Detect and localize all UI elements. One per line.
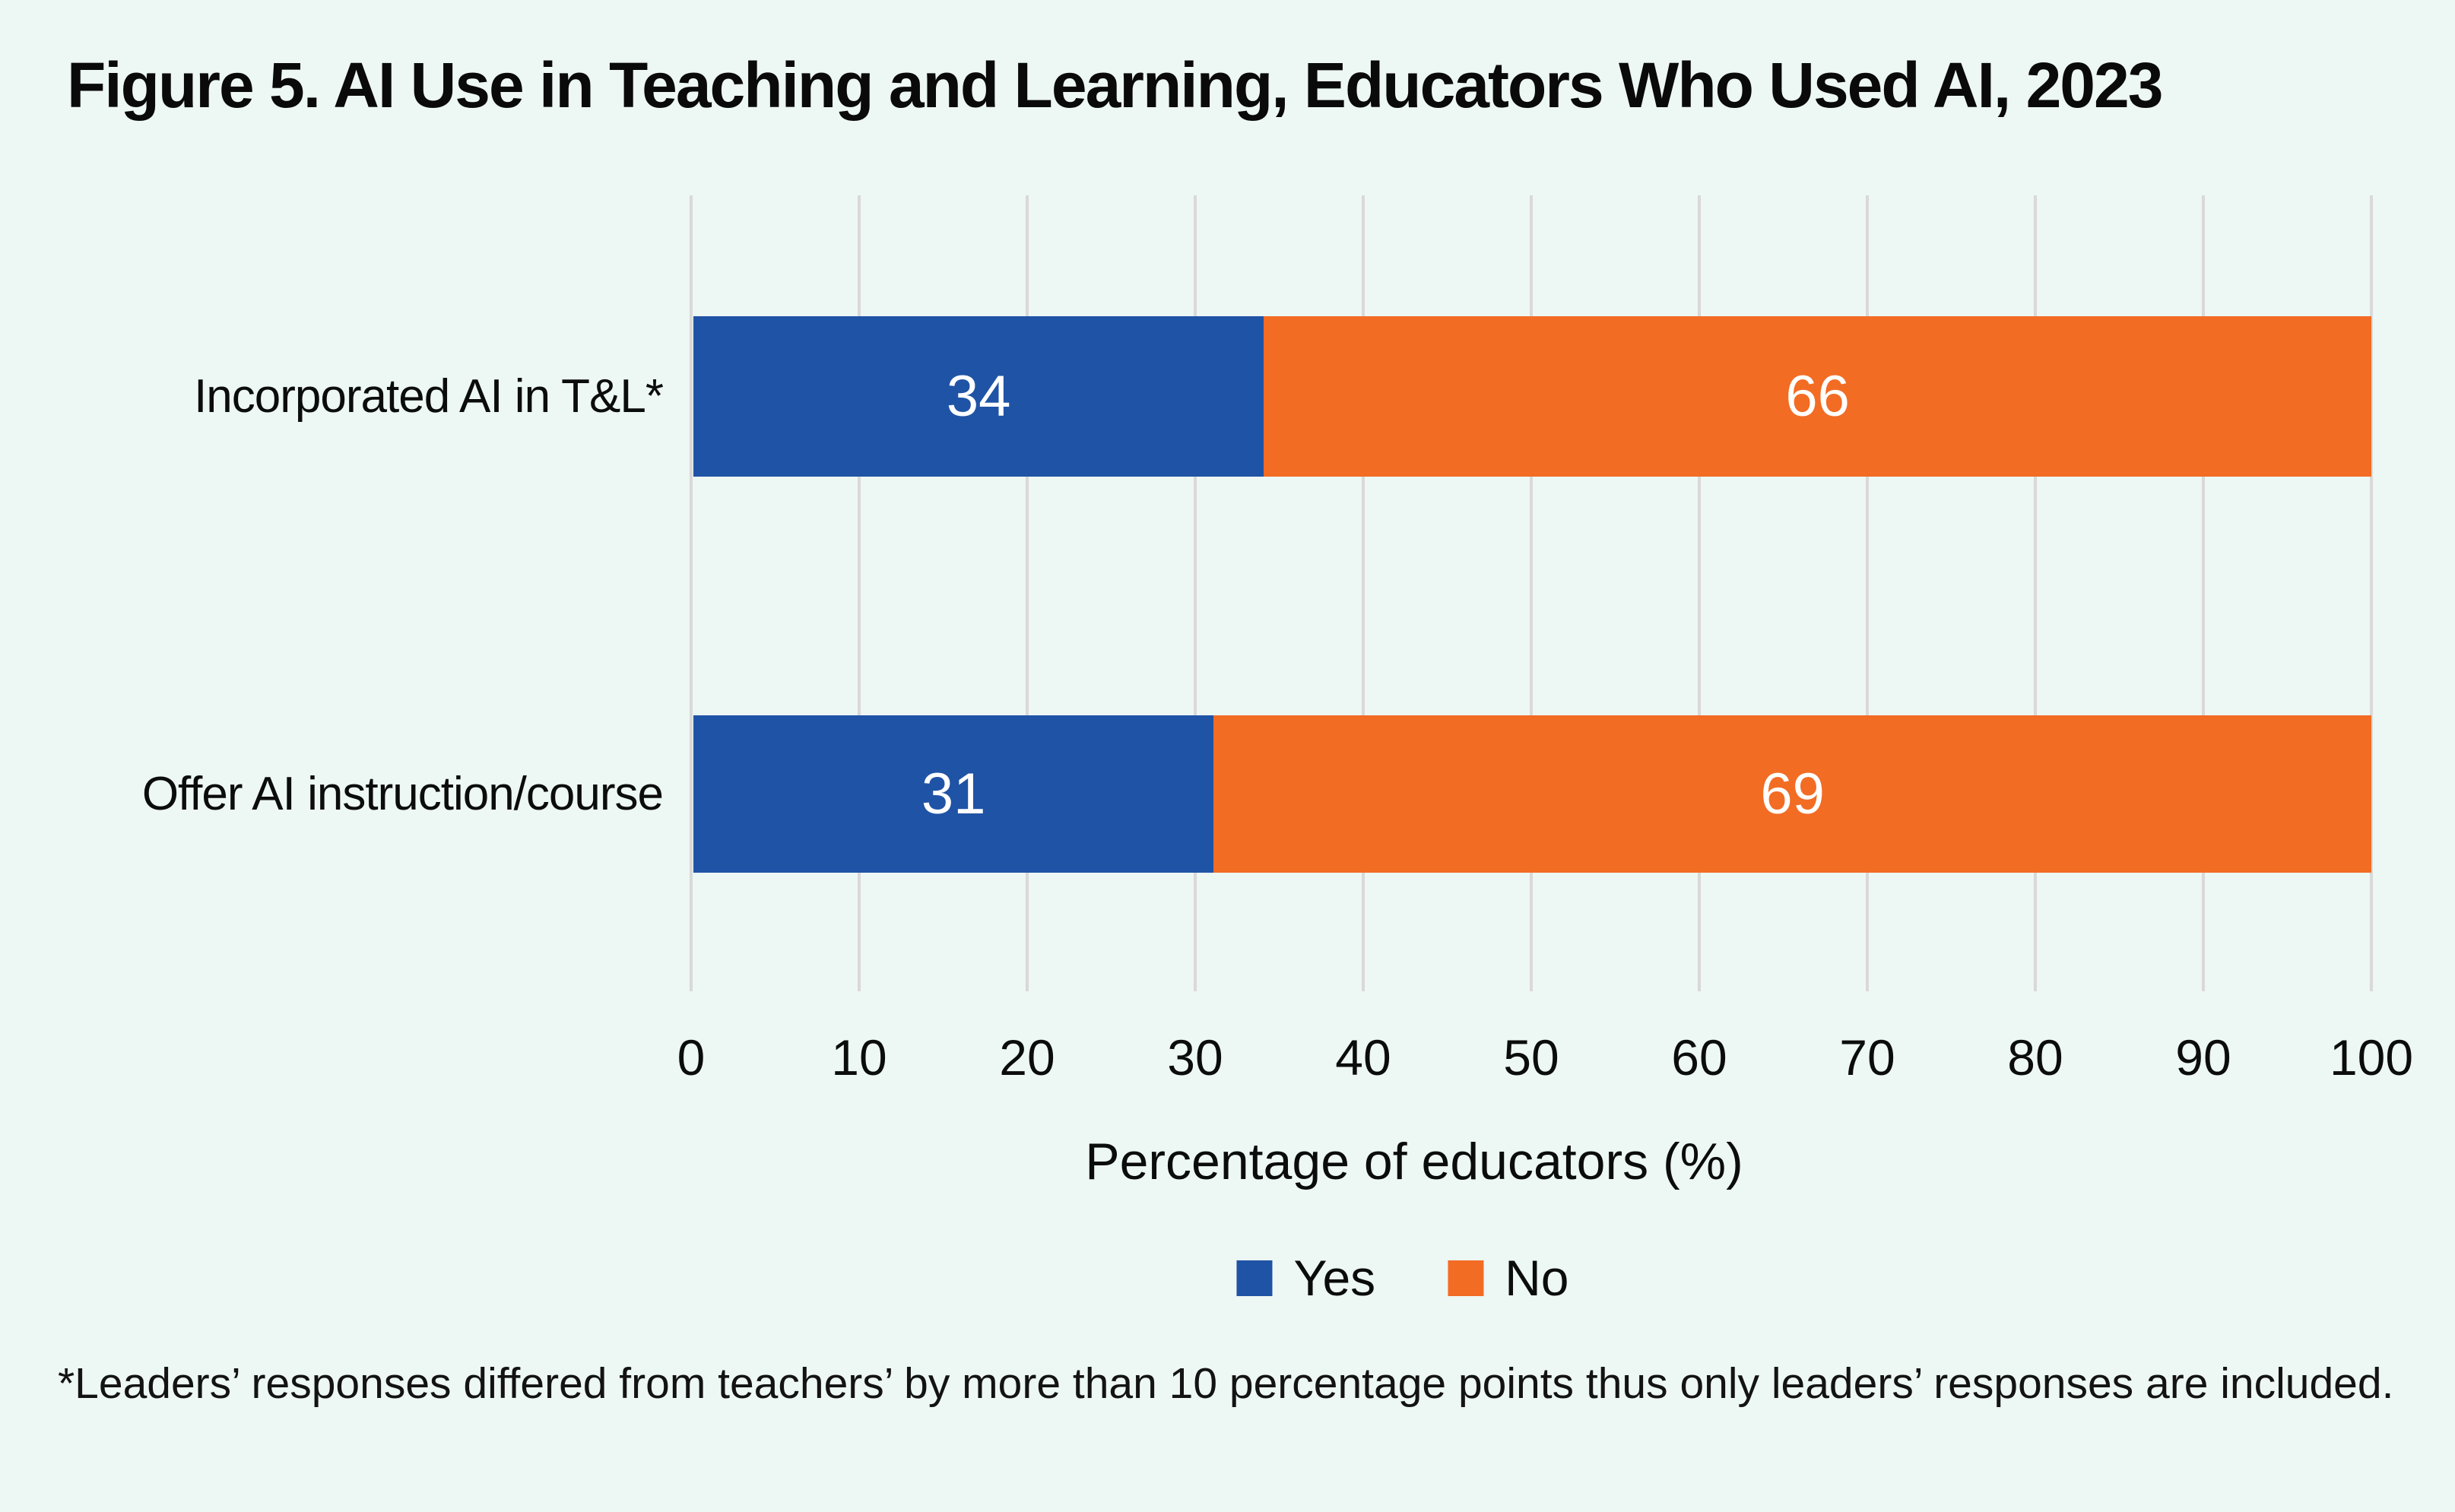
x-axis-title: Percentage of educators (%): [1085, 1133, 1743, 1190]
category-label-2: Offer AI instruction/course: [141, 768, 664, 820]
x-tick-label-10: 10: [831, 1029, 887, 1086]
legend-item-no: No: [1448, 1250, 1569, 1306]
x-tick-label-60: 60: [1671, 1029, 1727, 1086]
bar-segment-no: 69: [1213, 715, 2371, 873]
gridline-70: [1866, 195, 1869, 991]
legend-item-yes: Yes: [1236, 1253, 1375, 1303]
bar-segment-yes: 31: [693, 715, 1214, 873]
legend-label-no: No: [1505, 1250, 1569, 1306]
gridline-0: [690, 195, 693, 991]
x-tick-label-70: 70: [1839, 1029, 1895, 1086]
bar-value-label: 34: [946, 363, 1011, 429]
gridline-10: [858, 195, 861, 991]
gridline-50: [1530, 195, 1533, 991]
bar-value-label: 69: [1760, 761, 1825, 826]
x-tick-label-100: 100: [2329, 1029, 2414, 1086]
footnote: *Leaders’ responses differed from teache…: [58, 1359, 2394, 1408]
gridline-60: [1698, 195, 1701, 991]
bar-segment-yes: 34: [693, 316, 1264, 477]
plot-area: 34 66 31 69: [690, 195, 2373, 991]
x-tick-label-90: 90: [2175, 1029, 2231, 1086]
bar-value-label: 31: [921, 761, 986, 826]
gridline-20: [1026, 195, 1029, 991]
legend-swatch-yes: [1236, 1260, 1273, 1296]
x-tick-label-20: 20: [999, 1029, 1055, 1086]
bar-value-label: 66: [1785, 363, 1850, 429]
gridline-90: [2202, 195, 2205, 991]
gridline-40: [1362, 195, 1365, 991]
bar-segment-no: 66: [1264, 316, 2371, 477]
category-label-1: Incorporated AI in T&L*: [194, 370, 664, 423]
legend-swatch-no: [1448, 1260, 1484, 1296]
x-tick-label-50: 50: [1503, 1029, 1559, 1086]
legend-label-yes: Yes: [1293, 1250, 1376, 1306]
figure-title: Figure 5. AI Use in Teaching and Learnin…: [67, 49, 2163, 121]
gridline-80: [2034, 195, 2037, 991]
x-tick-label-30: 30: [1167, 1029, 1223, 1086]
x-tick-label-0: 0: [677, 1029, 706, 1086]
gridline-30: [1194, 195, 1197, 991]
bar-row-2: 31 69: [693, 715, 2371, 873]
gridline-100: [2370, 195, 2373, 991]
x-tick-label-40: 40: [1335, 1029, 1391, 1086]
bar-row-1: 34 66: [693, 316, 2371, 477]
legend: Yes No: [1236, 1250, 1569, 1306]
x-tick-label-80: 80: [2007, 1029, 2063, 1086]
